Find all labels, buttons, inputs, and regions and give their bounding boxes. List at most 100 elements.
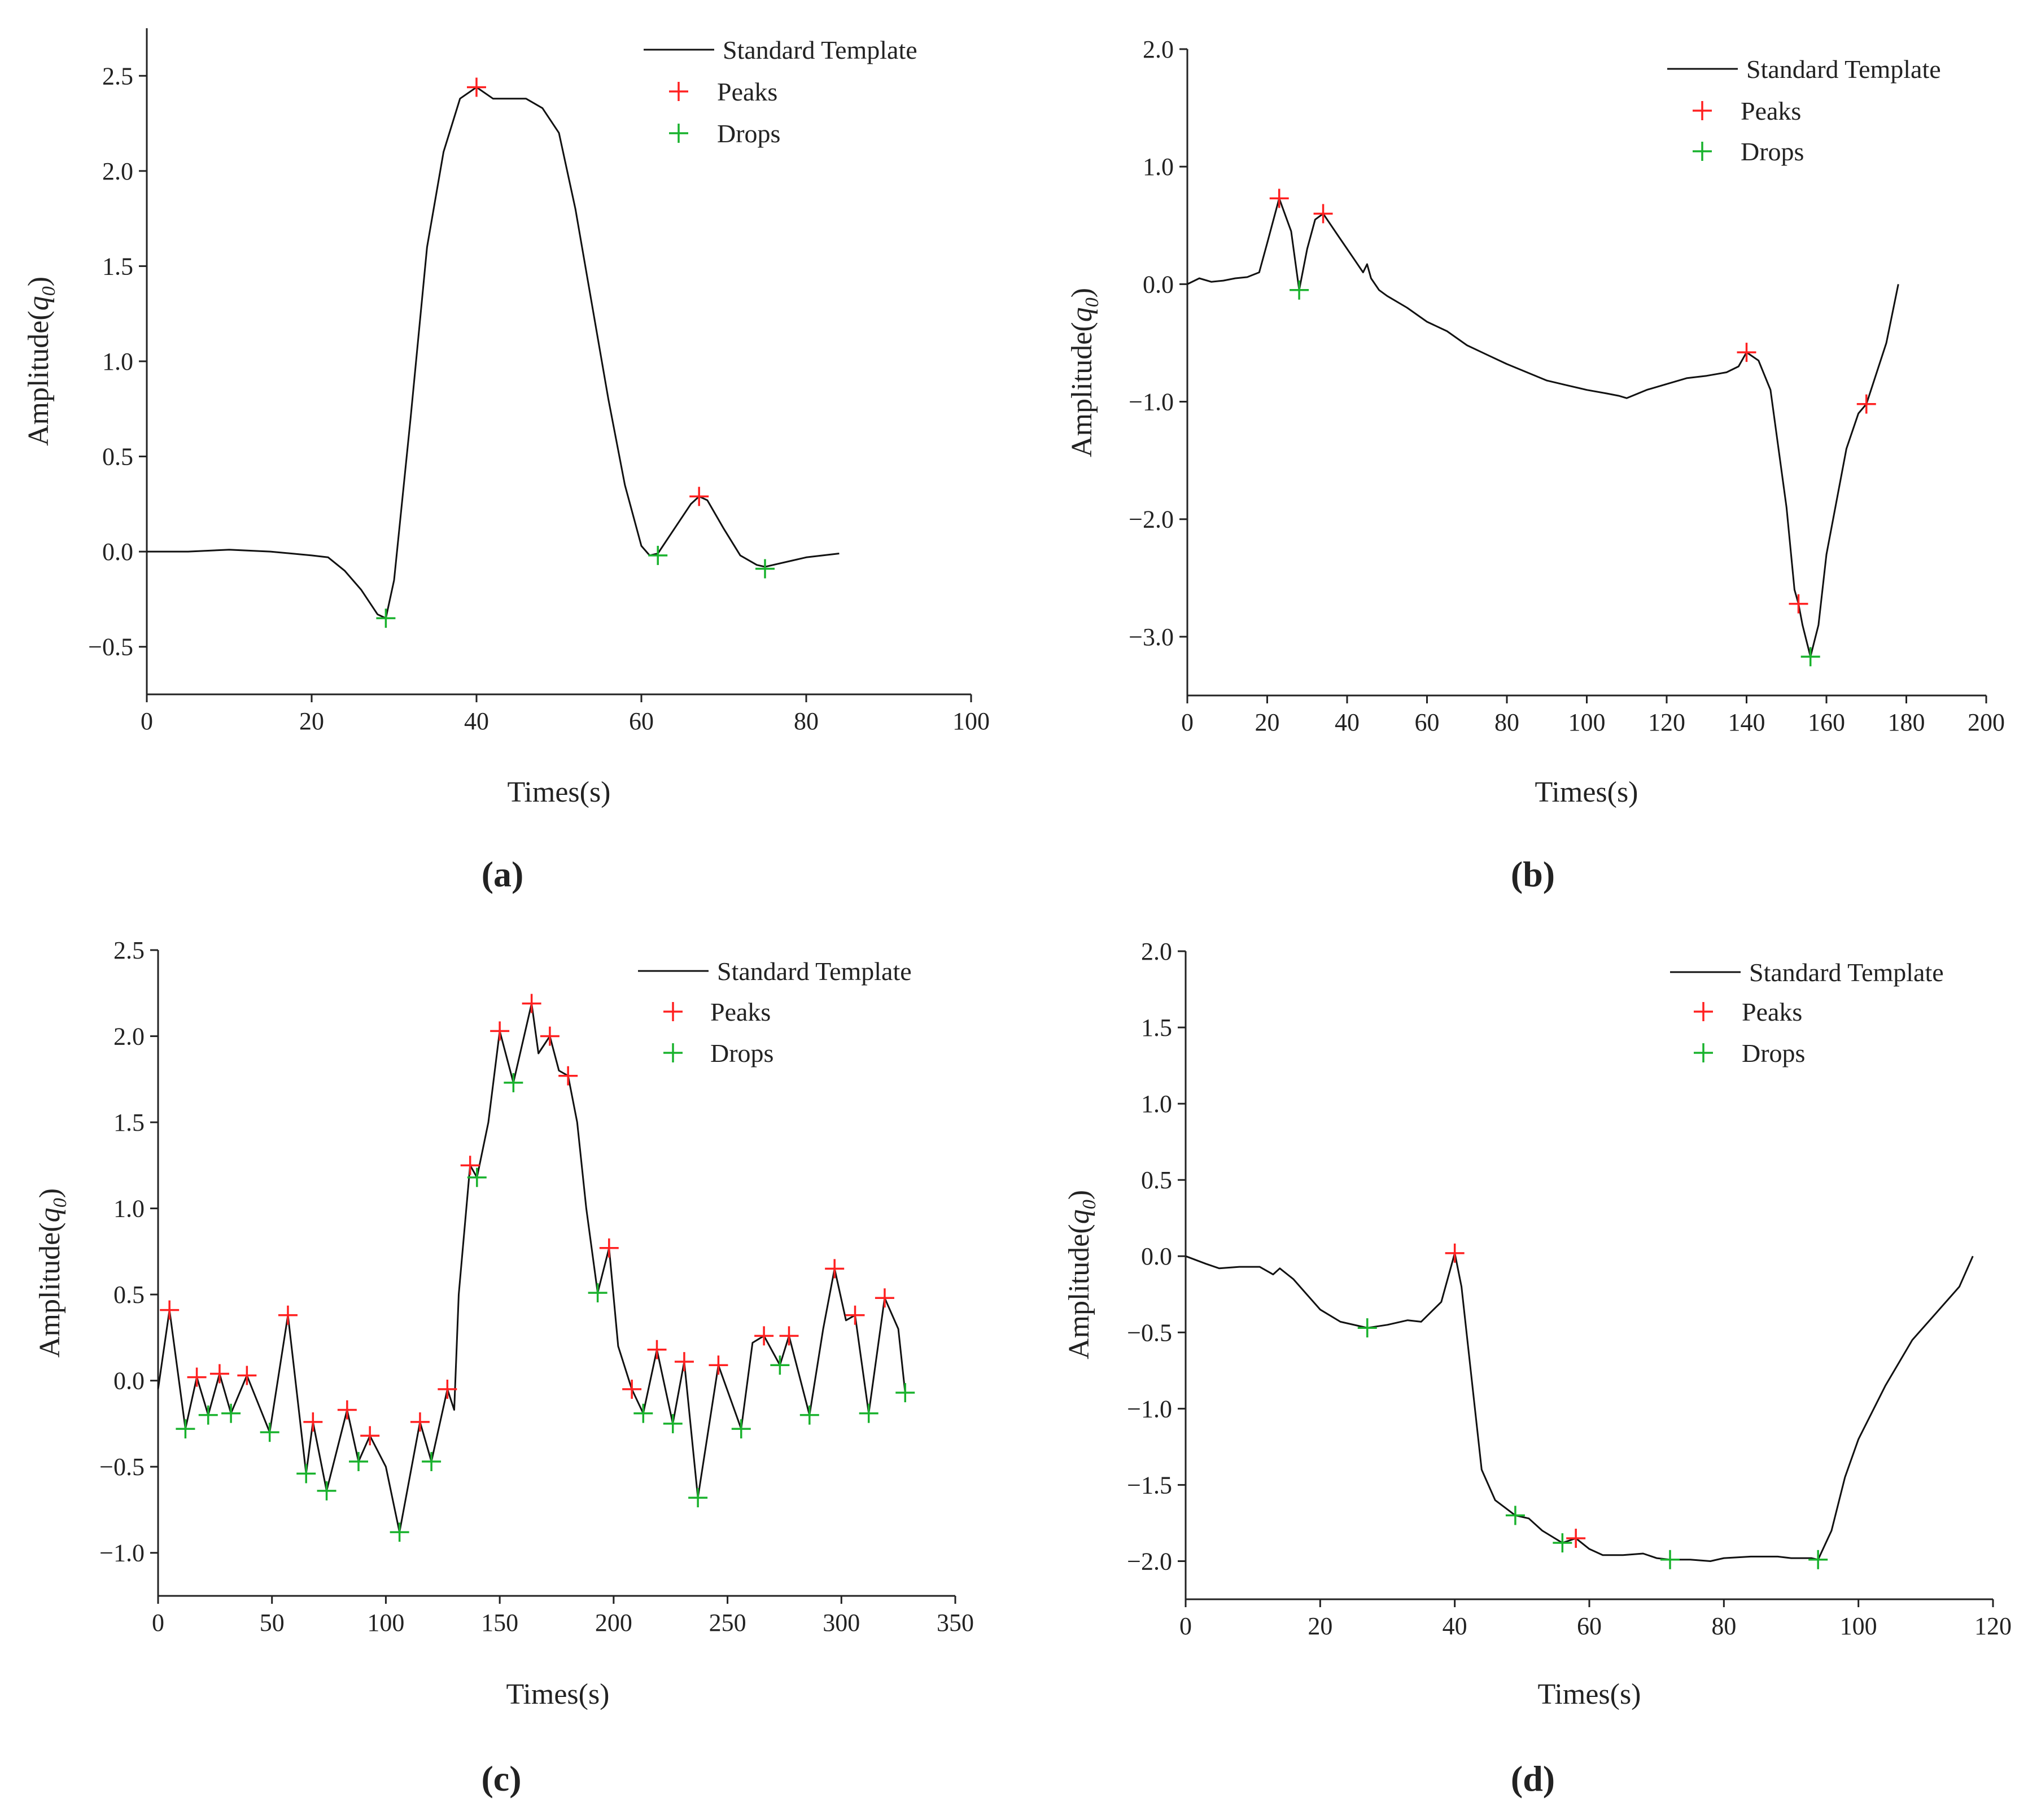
panel-a: 0 20 40 60 80 100 −0.5 0.0 0.5 1.0 1.5 2.0 2.5 Times… (23, 28, 990, 894)
panel-c-y-tick-label: −0.5 (99, 1453, 145, 1481)
panel-a-peak-marker (467, 77, 486, 97)
panel-c-peak-marker (674, 1352, 694, 1372)
panel-d-drop-marker (1660, 1550, 1680, 1569)
panel-a-plot (147, 77, 840, 628)
panel-b-x-tick-label: 160 (1808, 708, 1845, 736)
panel-c-plot (157, 994, 915, 1542)
panel-a-y-tick-label: 1.0 (102, 348, 133, 375)
panel-c-y-title-main: Amplitude( (34, 1222, 66, 1358)
panel-a-x-tick-label: 80 (794, 707, 819, 735)
panel-c-drop-marker (221, 1403, 241, 1423)
panel-c-peak-marker (754, 1326, 774, 1346)
panel-c-drop-marker (663, 1414, 683, 1433)
panel-b-x-tick-label: 180 (1888, 708, 1925, 736)
panel-c-y-axis-title: Amplitude(q0) (34, 1188, 71, 1358)
panel-c-peak-marker (825, 1259, 845, 1279)
panel-a-drop-marker (376, 609, 396, 628)
panel-c-peak-marker (187, 1367, 207, 1387)
panel-b-template-line (1187, 197, 1899, 658)
panel-c-drop-marker (349, 1452, 369, 1472)
panel-c: 0 50 100 150 200 250 300 350 −1.0 −0.5 0.0 0.5 1.0 1.… (34, 937, 974, 1799)
panel-b-x-tick-label: 60 (1415, 708, 1440, 736)
panel-c-legend-line-label: Standard Template (717, 957, 912, 986)
panel-d-legend-drops-label: Drops (1742, 1039, 1805, 1068)
panel-a-y-title-main: Amplitude( (23, 310, 55, 446)
panel-c-legend-peaks-label: Peaks (710, 998, 771, 1026)
panel-b-x-tick-label: 200 (1968, 708, 2005, 736)
panel-c-drop-marker (799, 1405, 819, 1425)
panel-c-x-tick-label: 100 (367, 1609, 404, 1637)
panel-b-x-tick-label: 120 (1648, 708, 1685, 736)
panel-d-x-tick-label: 20 (1308, 1612, 1332, 1640)
panel-d-peak-marker (1445, 1243, 1465, 1263)
panel-c-peak-marker (540, 1026, 560, 1046)
panel-a-template-line (147, 86, 840, 619)
panel-c-y-title-close: ) (34, 1188, 66, 1198)
panel-c-drop-marker (688, 1488, 708, 1508)
panel-b-y-title-symbol: q (1066, 307, 1098, 322)
panel-a-y-tick-label: 2.5 (102, 62, 133, 90)
panel-c-axes: 0 50 100 150 200 250 300 350 −1.0 −0.5 0.0 0.5 1.0 1.… (99, 937, 974, 1637)
panel-d-y-tick-label: −0.5 (1127, 1319, 1172, 1346)
panel-a-y-tick-label: −0.5 (88, 633, 133, 661)
panel-d-y-axis-title: Amplitude(q0) (1063, 1190, 1100, 1359)
panel-c-template-line (157, 1003, 906, 1533)
panel-c-drop-marker (859, 1403, 878, 1423)
panel-b: 0 20 40 60 80 100 120 140 160 180 200 −3.0 −2.0 −1.0 0… (1066, 36, 2005, 894)
panel-d-y-title-symbol: q (1063, 1209, 1095, 1224)
panel-c-peak-marker (875, 1288, 894, 1308)
panel-d-y-tick-label: −1.5 (1127, 1471, 1172, 1499)
panel-d-legend: Standard Template Peaks Drops (1670, 958, 1944, 1068)
panel-d-y-tick-label: 2.0 (1141, 938, 1172, 965)
panel-c-drop-marker (504, 1073, 523, 1092)
panel-d-drop-marker (1505, 1506, 1525, 1525)
panel-a-drop-marker (755, 559, 775, 579)
panel-d-drop-marker (1357, 1318, 1377, 1338)
panel-a-y-tick-label: 1.5 (102, 252, 133, 280)
panel-d-x-tick-label: 0 (1179, 1612, 1192, 1640)
panel-a-legend-peaks-label: Peaks (717, 77, 777, 106)
panel-d-legend-peaks-marker (1694, 1002, 1713, 1021)
panel-d-y-tick-label: 1.5 (1141, 1014, 1172, 1042)
panel-c-legend: Standard Template Peaks Drops (638, 957, 912, 1068)
panel-d-peak-marker (1566, 1528, 1586, 1548)
panel-c-y-tick-label: 1.5 (113, 1109, 145, 1136)
panel-b-legend-drops-marker (1693, 142, 1712, 161)
panel-a-x-tick-label: 40 (464, 707, 489, 735)
panel-d-x-tick-label: 60 (1577, 1612, 1602, 1640)
panel-c-peak-marker (460, 1156, 480, 1175)
panel-c-legend-drops-label: Drops (710, 1039, 773, 1068)
panel-c-peak-marker (410, 1412, 430, 1432)
panel-b-x-tick-label: 80 (1494, 708, 1519, 736)
panel-b-drop-marker (1290, 280, 1309, 300)
panel-b-y-tick-label: −1.0 (1129, 388, 1174, 416)
panel-c-x-axis-title: Times(s) (506, 1678, 609, 1710)
panel-a-legend: Standard Template Peaks Drops (644, 36, 917, 148)
panel-c-peak-marker (622, 1379, 642, 1399)
panel-a-y-tick-label: 2.0 (102, 158, 133, 185)
panel-c-drop-marker (633, 1403, 653, 1423)
panel-a-x-tick-label: 0 (141, 707, 153, 735)
panel-d-x-tick-label: 100 (1840, 1612, 1877, 1640)
panel-a-peak-marker (689, 487, 709, 506)
panel-d-y-title-close: ) (1063, 1190, 1095, 1200)
panel-a-y-title-subscript: 0 (38, 286, 59, 296)
panel-d-drop-marker (1553, 1533, 1572, 1553)
panel-b-x-tick-label: 140 (1728, 708, 1765, 736)
panel-c-y-title-subscript: 0 (50, 1198, 71, 1208)
panel-a-x-tick-label: 20 (299, 707, 324, 735)
panel-b-peak-marker (1737, 343, 1756, 362)
panel-c-peak-marker (845, 1305, 865, 1325)
panel-c-y-tick-label: 2.0 (113, 1023, 145, 1051)
panel-a-legend-drops-label: Drops (717, 119, 780, 148)
panel-b-y-tick-label: 1.0 (1143, 153, 1174, 181)
panel-c-peak-marker (438, 1379, 457, 1399)
panel-d-y-tick-label: 0.0 (1141, 1243, 1172, 1270)
panel-c-drop-marker (176, 1419, 195, 1439)
panel-c-drop-marker (260, 1423, 279, 1442)
panel-b-plot (1187, 189, 1899, 667)
panel-d-x-tick-label: 40 (1443, 1612, 1467, 1640)
panel-a-legend-drops-marker (669, 124, 688, 143)
panel-c-y-tick-label: 1.0 (113, 1195, 145, 1223)
panel-c-drop-marker (390, 1523, 409, 1542)
